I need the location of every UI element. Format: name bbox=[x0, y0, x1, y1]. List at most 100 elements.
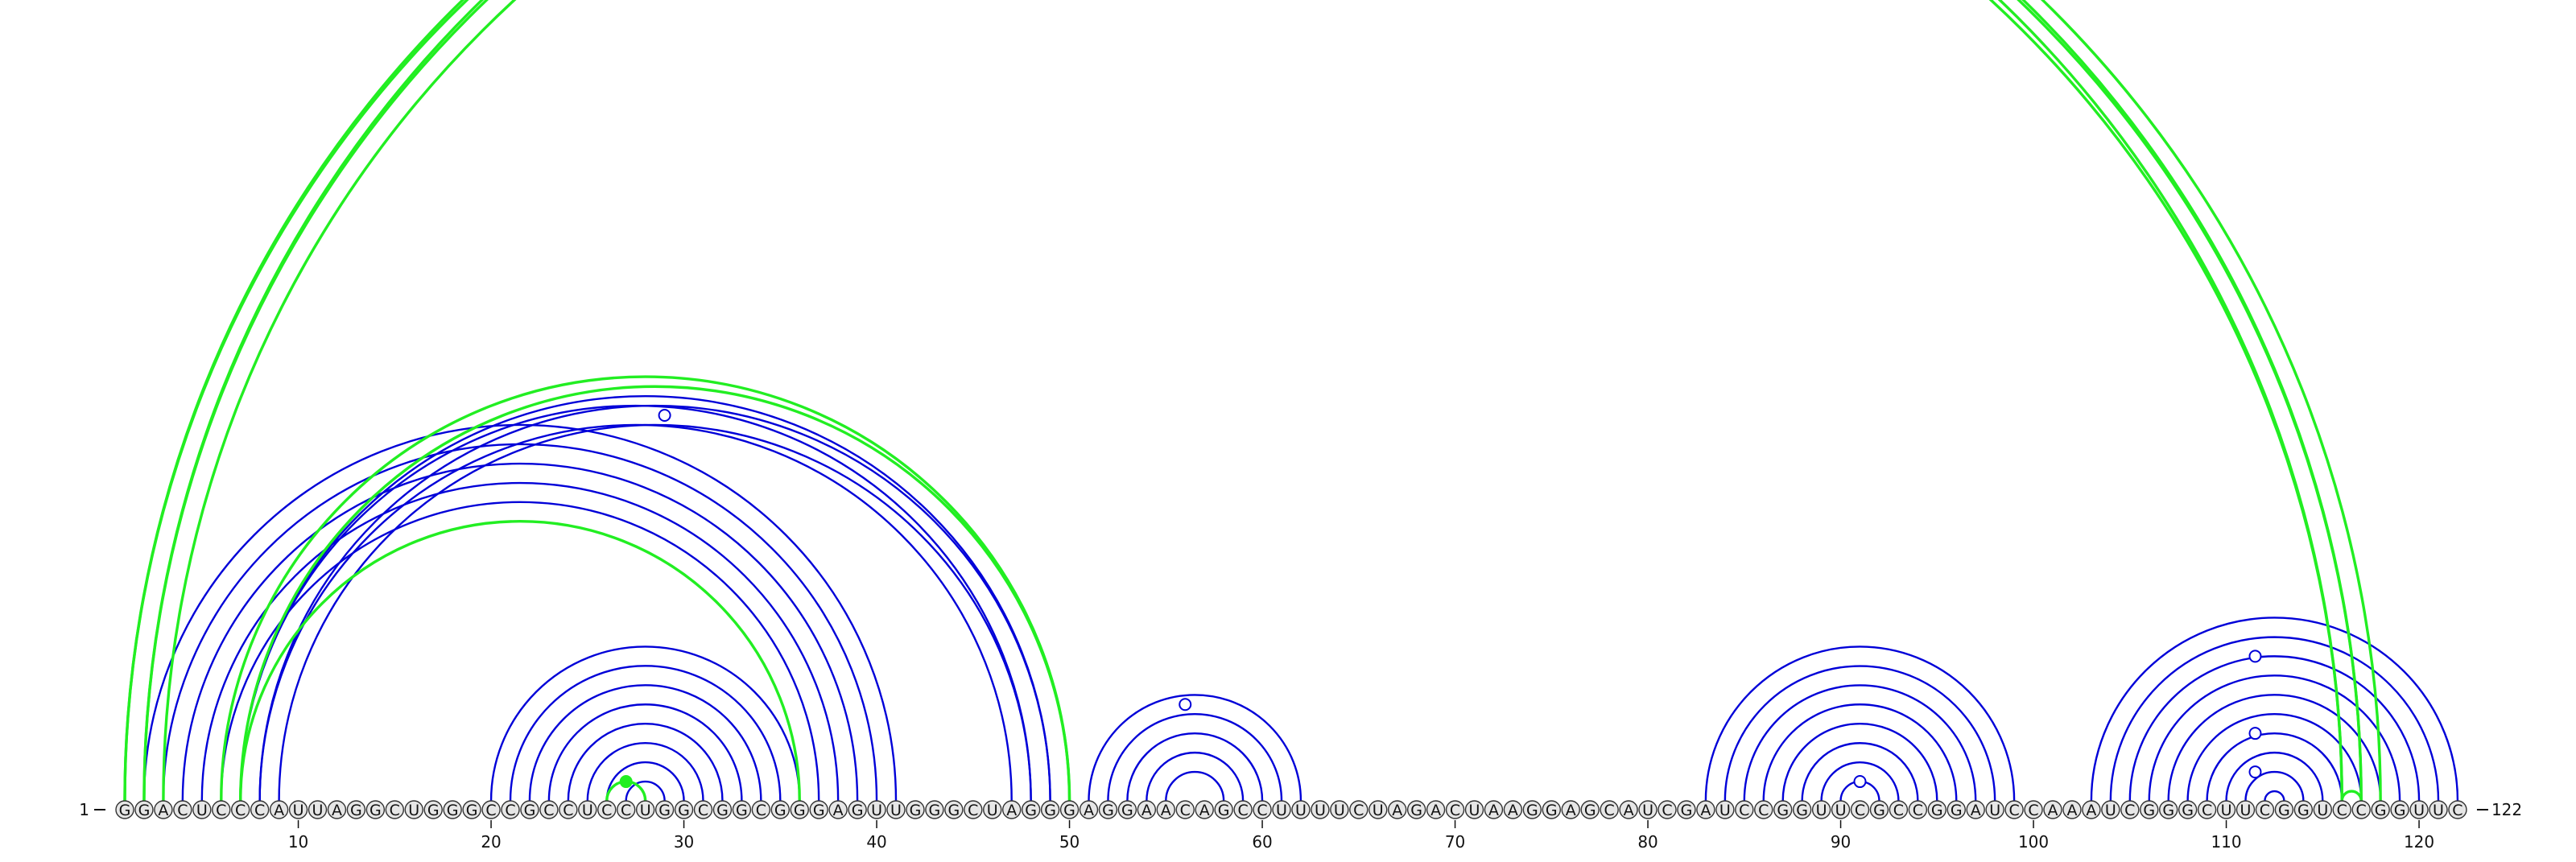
base-circle bbox=[1272, 800, 1291, 819]
base-letter: C bbox=[1758, 802, 1769, 819]
base-letter: C bbox=[601, 802, 612, 819]
base-letter: C bbox=[1450, 802, 1460, 819]
base-letter: A bbox=[158, 802, 168, 819]
base-letter: A bbox=[1141, 802, 1152, 819]
tick-label: 50 bbox=[1059, 832, 1080, 852]
base-letter: U bbox=[2105, 802, 2116, 819]
base-letter: A bbox=[1700, 802, 1711, 819]
base-letter: A bbox=[332, 802, 342, 819]
base-letter: C bbox=[543, 802, 554, 819]
base-letter: C bbox=[698, 802, 708, 819]
base-circle bbox=[751, 800, 771, 819]
base-letter: U bbox=[1276, 802, 1287, 819]
base-letter: G bbox=[813, 802, 825, 819]
base-letter: C bbox=[235, 802, 246, 819]
base-letter: G bbox=[119, 802, 131, 819]
base-letter: C bbox=[485, 802, 496, 819]
green-arc bbox=[125, 0, 2342, 801]
blue-arc bbox=[509, 665, 782, 802]
open-marker bbox=[1853, 775, 1867, 789]
base-circle bbox=[1021, 800, 1041, 819]
blue-arc bbox=[2206, 732, 2343, 802]
base-circle bbox=[1677, 800, 1696, 819]
base-circle bbox=[2024, 800, 2043, 819]
base-letter: G bbox=[736, 802, 748, 819]
tick-label: 120 bbox=[2404, 832, 2434, 852]
base-circle bbox=[2293, 800, 2314, 819]
base-letter: A bbox=[1084, 802, 1094, 819]
base-circle bbox=[2178, 800, 2198, 819]
base-letter: A bbox=[1392, 802, 1402, 819]
open-marker bbox=[2248, 727, 2262, 740]
base-circle bbox=[134, 800, 154, 819]
base-letter: G bbox=[2375, 802, 2387, 819]
base-letter: C bbox=[2124, 802, 2135, 819]
blue-arc bbox=[258, 404, 1051, 802]
base-letter: C bbox=[1739, 802, 1749, 819]
base-circle bbox=[559, 800, 578, 819]
base-circle bbox=[2197, 800, 2217, 819]
base-circle bbox=[1522, 800, 1542, 819]
base-circle bbox=[790, 800, 809, 819]
blue-arc bbox=[1165, 770, 1225, 802]
base-circle bbox=[2043, 800, 2062, 819]
base-circle bbox=[1946, 800, 1966, 819]
base-letter: C bbox=[2260, 802, 2270, 819]
base-letter: A bbox=[274, 802, 284, 819]
base-circle bbox=[2332, 800, 2351, 819]
base-circle bbox=[1580, 800, 1600, 819]
blue-arc bbox=[181, 462, 859, 802]
tick-label: 20 bbox=[481, 832, 501, 852]
base-letter: G bbox=[910, 802, 922, 819]
base-circle bbox=[2274, 800, 2294, 819]
base-circle bbox=[154, 800, 173, 819]
base-circle bbox=[1330, 800, 1349, 819]
base-circle bbox=[1059, 800, 1080, 819]
base-circle bbox=[2429, 800, 2448, 819]
base-letter: A bbox=[1488, 802, 1499, 819]
base-circle bbox=[925, 800, 944, 819]
base-circle bbox=[520, 800, 539, 819]
base-circle bbox=[404, 800, 423, 819]
base-letter: A bbox=[1508, 802, 1518, 819]
base-letter: U bbox=[408, 802, 419, 819]
blue-arc bbox=[2090, 617, 2459, 802]
base-letter: U bbox=[1816, 802, 1827, 819]
base-circle bbox=[1117, 800, 1137, 819]
base-letter: G bbox=[447, 802, 459, 819]
base-circle bbox=[539, 800, 559, 819]
tick-label: 30 bbox=[674, 832, 694, 852]
base-letter: G bbox=[1584, 802, 1596, 819]
base-circle bbox=[1311, 800, 1330, 819]
base-circle bbox=[1001, 800, 1022, 819]
base-circle bbox=[423, 800, 443, 819]
base-circle bbox=[1464, 800, 1484, 819]
base-circle bbox=[1542, 800, 1562, 819]
base-circle bbox=[462, 800, 481, 819]
blue-arc bbox=[1762, 703, 1958, 802]
blue-arc bbox=[528, 684, 762, 802]
green-arc bbox=[123, 0, 2363, 802]
base-letter: U bbox=[2221, 802, 2232, 819]
base-circle bbox=[1927, 800, 1947, 819]
base-letter: G bbox=[2182, 802, 2194, 819]
base-letter: U bbox=[2413, 802, 2425, 819]
blue-arc bbox=[1820, 761, 1900, 802]
base-circle bbox=[828, 800, 848, 819]
markers-layer bbox=[619, 409, 2262, 789]
base-letter: G bbox=[1025, 802, 1037, 819]
base-letter: C bbox=[505, 802, 515, 819]
axis-layer: 1 122 bbox=[79, 800, 2522, 819]
tick-label: 110 bbox=[2211, 832, 2241, 852]
base-circle bbox=[2313, 800, 2333, 819]
blue-arc bbox=[2148, 674, 2401, 802]
base-circle bbox=[1040, 800, 1060, 819]
base-letter: U bbox=[871, 802, 882, 819]
base-letter: G bbox=[524, 802, 536, 819]
base-letter: G bbox=[2143, 802, 2155, 819]
base-circle bbox=[1253, 800, 1272, 819]
base-letter: C bbox=[2356, 802, 2367, 819]
blue-arc bbox=[239, 394, 1051, 802]
blue-arc bbox=[1781, 723, 1938, 802]
